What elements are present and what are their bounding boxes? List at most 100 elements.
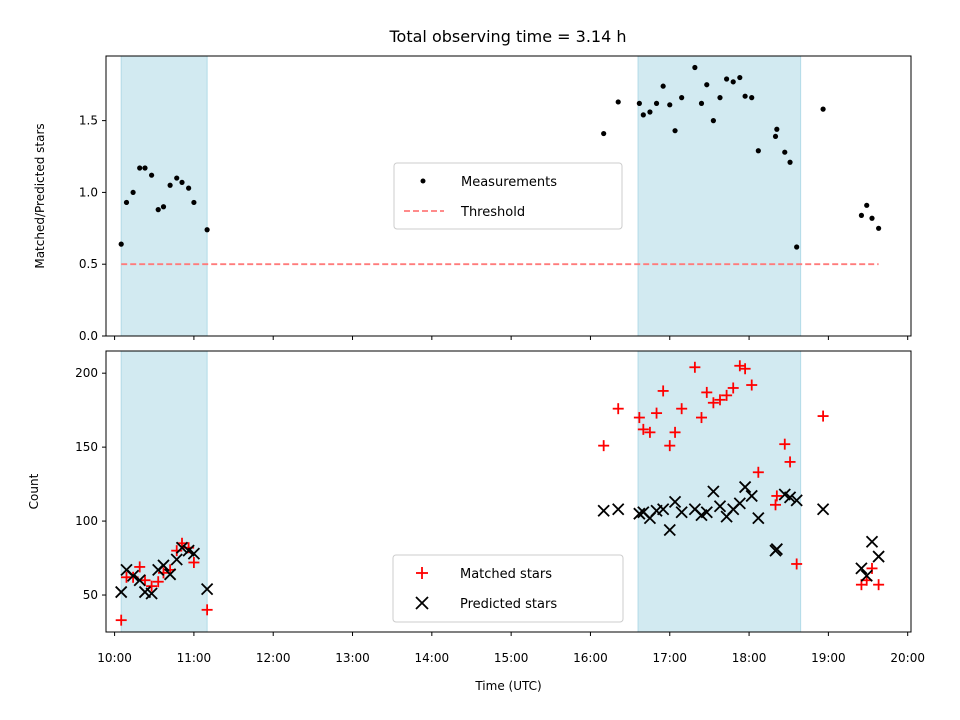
bottom-axes-frame [105, 350, 912, 633]
predicted-star-point [860, 569, 873, 582]
predicted-star-point [200, 582, 214, 596]
measurement-point [724, 76, 730, 82]
top-x-ticks [114, 336, 909, 340]
predicted-star-point [675, 506, 688, 519]
measurement-point [710, 118, 716, 124]
matched-star-point [721, 389, 733, 401]
x-tick-label: 16:00 [573, 651, 608, 665]
predicted-star-point [187, 547, 201, 560]
observing-window-1 [120, 350, 208, 633]
predicted-star-point [713, 500, 727, 513]
predicted-star-point [865, 535, 879, 548]
bottom-y-tick-label: 200 [75, 366, 98, 380]
top-y-axis-label: Matched/Predicted stars [33, 123, 47, 268]
bottom-shaded-intervals [120, 350, 802, 633]
x-tick-label: 17:00 [652, 651, 687, 665]
measurement-points [118, 64, 882, 250]
x-tick-label: 12:00 [256, 651, 291, 665]
measurement-point [160, 204, 167, 210]
measurement-point [615, 99, 621, 105]
measurement-point [667, 102, 673, 108]
count-points [115, 360, 885, 626]
measurement-point [660, 83, 666, 89]
measurement-point [704, 82, 710, 88]
matched-star-point [139, 574, 151, 586]
measurement-point [794, 244, 800, 250]
x-tick-label: 14:00 [415, 651, 450, 665]
measurement-point [755, 148, 761, 154]
matched-star-point [866, 562, 878, 574]
matched-star-point [676, 403, 688, 415]
predicted-star-point [633, 507, 646, 520]
top-y-tick-label: 1.5 [79, 114, 98, 128]
predicted-star-point [752, 511, 765, 525]
predicted-star-point [783, 491, 797, 504]
matched-star-point [598, 440, 610, 452]
predicted-star-point [733, 497, 746, 510]
x-axis-label: Time (UTC) [474, 679, 541, 693]
predicted-star-point [612, 503, 625, 516]
bottom-y-axis-label: Count [27, 473, 41, 509]
predicted-star-point [745, 489, 758, 503]
matched-star-point [752, 466, 764, 478]
top-y-ticks: 0.0 0.5 1.0 1.5 [79, 114, 106, 343]
x-tick-label: 10:00 [97, 651, 132, 665]
top-axes-frame [105, 55, 912, 337]
measurement-point [692, 64, 698, 71]
top-y-tick-label: 0.5 [79, 257, 98, 271]
legend-matched-label: Matched stars [460, 567, 552, 582]
measurement-point [672, 128, 678, 134]
measurement-point [640, 112, 646, 118]
matched-star-point [644, 426, 656, 438]
matched-star-point [651, 407, 663, 419]
top-legend-box [393, 162, 623, 230]
matched-star-point [739, 363, 751, 375]
measurement-point [782, 149, 788, 155]
measurement-point [653, 100, 660, 106]
panel-ratio: 0.0 0.5 1.0 1.5 Matched/Predicted stars Mea… [33, 55, 912, 343]
matched-star-point [695, 412, 707, 424]
measurement-point [191, 199, 197, 206]
legend-matched-marker [416, 567, 428, 579]
measurement-point [742, 93, 748, 99]
x-tick-label: 18:00 [732, 651, 767, 665]
chart-title: Total observing time = 3.14 h [388, 27, 626, 46]
measurement-point [772, 133, 779, 140]
legend-measurements-marker [420, 178, 426, 184]
x-tick-label: 11:00 [177, 651, 212, 665]
legend-predicted-label: Predicted stars [460, 597, 557, 612]
x-tick-label: 15:00 [494, 651, 529, 665]
legend-measurements-label: Measurements [461, 175, 557, 190]
top-y-tick-label: 0.0 [79, 329, 98, 343]
matched-star-point [633, 412, 645, 424]
matched-star-point [134, 561, 146, 573]
matched-star-point [714, 394, 726, 406]
measurement-point [204, 227, 210, 233]
predicted-star-point [663, 523, 676, 537]
measurement-point [730, 79, 736, 85]
matched-star-point [707, 397, 719, 409]
matched-star-point [669, 426, 681, 438]
measurement-point [749, 95, 755, 101]
measurement-point [174, 175, 180, 181]
matched-star-point [873, 579, 885, 591]
measurement-point [118, 241, 124, 247]
measurement-point [167, 182, 173, 188]
predicted-star-point [170, 553, 183, 566]
matched-star-point [727, 382, 739, 394]
predicted-star-point [700, 506, 713, 519]
matched-star-point [657, 385, 669, 397]
measurement-point [869, 215, 875, 221]
predicted-star-point [126, 569, 140, 582]
bottom-x-ticks: 10:00 11:00 12:00 13:00 14:00 15:00 16:00 17:00… [97, 632, 925, 665]
predicted-star-point [133, 574, 146, 587]
predicted-star-point [790, 494, 803, 507]
matched-star-point [188, 556, 200, 568]
matched-star-point [637, 423, 649, 435]
legend-predicted-marker [415, 596, 429, 610]
measurement-point [737, 74, 743, 81]
measurement-point [186, 185, 192, 191]
x-tick-label: 20:00 [890, 651, 925, 665]
predicted-star-point [597, 504, 610, 517]
measurement-point [149, 172, 155, 178]
